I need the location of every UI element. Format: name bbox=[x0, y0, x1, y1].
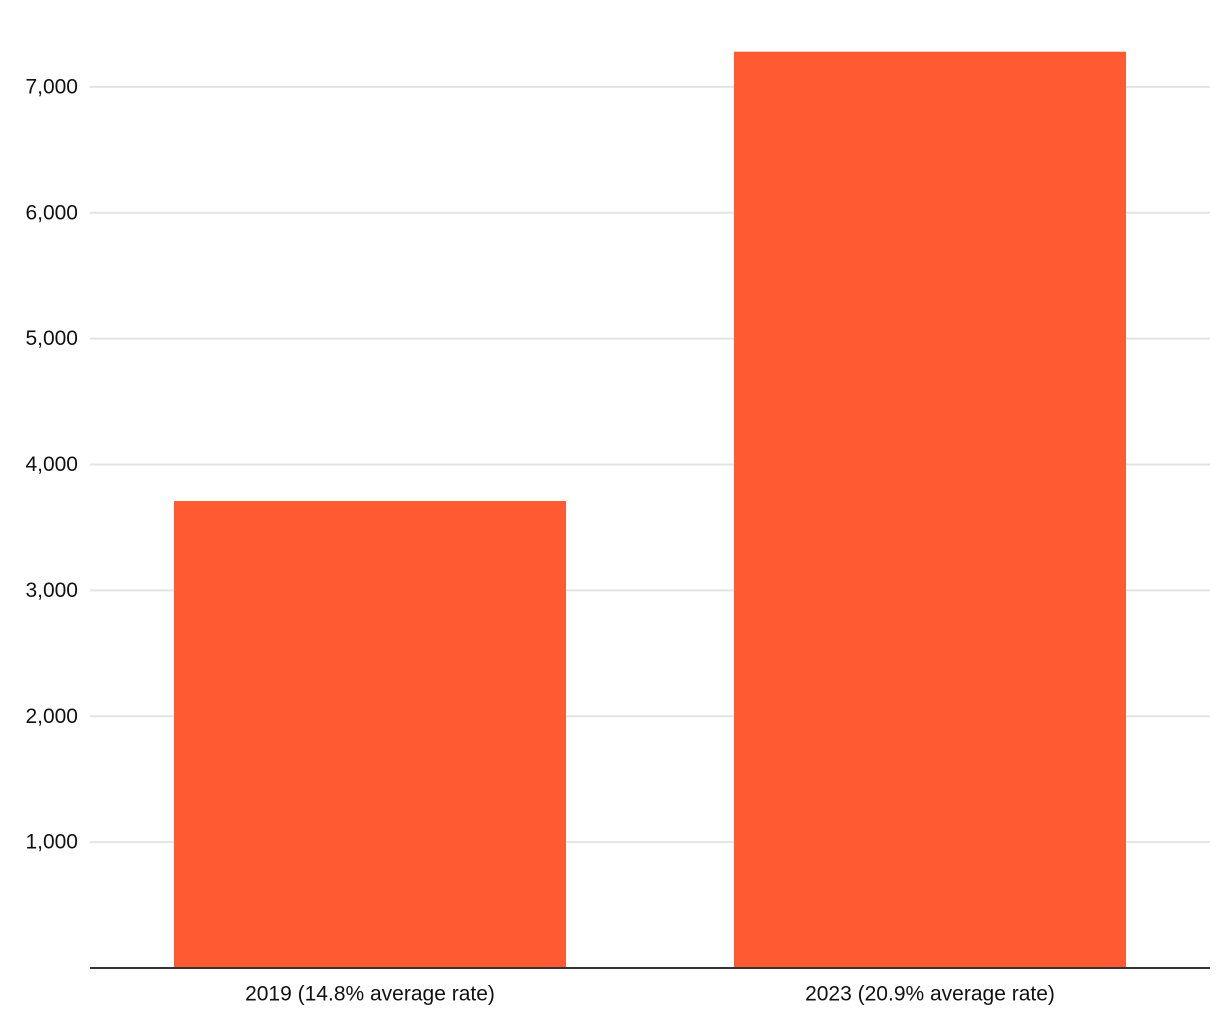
bar bbox=[174, 501, 566, 968]
x-tick-label: 2019 (14.8% average rate) bbox=[245, 983, 495, 1006]
bar bbox=[734, 51, 1126, 968]
y-tick-label: 5,000 bbox=[25, 327, 78, 350]
y-tick-label: 3,000 bbox=[25, 579, 78, 602]
y-tick-label: 1,000 bbox=[25, 831, 78, 854]
x-tick-label: 2023 (20.9% average rate) bbox=[805, 983, 1055, 1006]
y-tick-label: 4,000 bbox=[25, 453, 78, 476]
y-tick-label: 6,000 bbox=[25, 201, 78, 224]
y-tick-label: 7,000 bbox=[25, 75, 78, 98]
y-tick-label: 2,000 bbox=[25, 705, 78, 728]
